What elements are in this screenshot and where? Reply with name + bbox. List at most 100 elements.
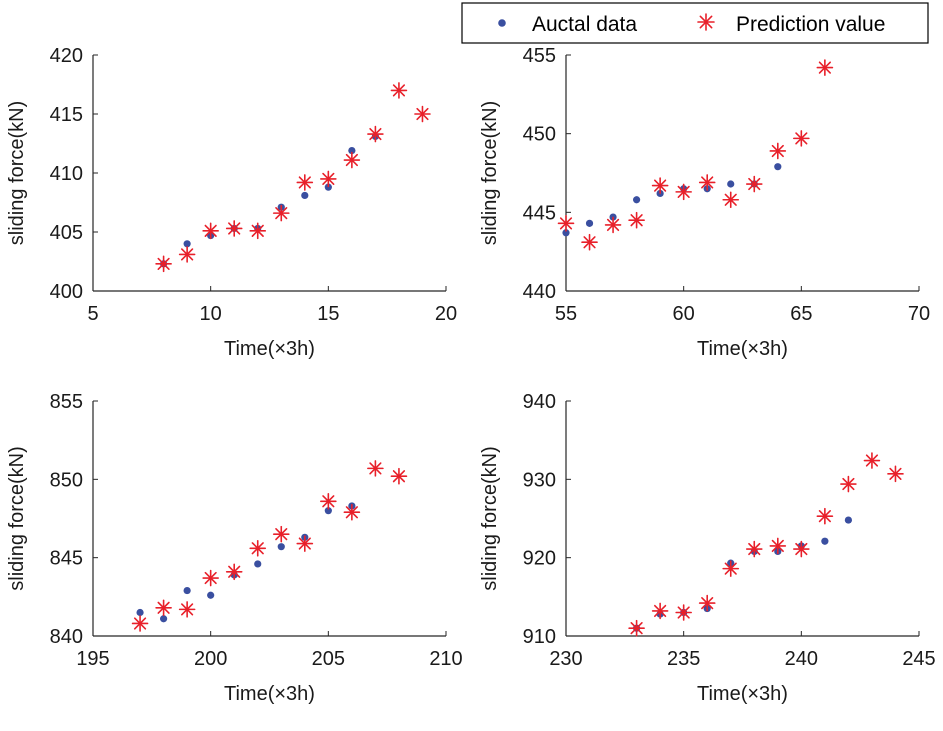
prediction-point [178,601,196,618]
prediction-point [887,465,904,483]
x-axis-label: Time(×3h) [224,338,315,360]
x-tick-label: 20 [435,303,457,325]
legend-asterisk-marker [697,13,715,31]
y-tick-label: 920 [523,548,556,570]
actual-data-point [301,191,309,200]
actual-data-point [136,608,144,617]
prediction-point [249,222,267,240]
prediction-point [769,142,787,160]
y-ticks: 440 445 450 455 [523,45,571,303]
x-tick-label: 205 [312,648,345,670]
x-axis-label: Time(×3h) [224,683,315,705]
prediction-point [697,13,715,31]
y-tick-label: 845 [50,548,83,570]
prediction-point [225,220,243,237]
x-tick-label: 65 [790,303,812,325]
subplot-bottom-left: 195 200 205 210 840 845 850 855 Time(×3h) slid… [6,391,463,705]
actual-data-point [774,163,782,171]
y-axis-label: sliding force(kN) [6,101,28,245]
prediction-point [769,537,787,555]
y-tick-label: 410 [50,163,83,185]
data-points [557,59,834,251]
y-axis-label: sliding force(kN) [479,446,501,590]
actual-data-point [277,543,285,551]
actual-data-point [844,516,853,524]
x-tick-label: 70 [908,303,930,325]
prediction-point [793,540,810,558]
y-tick-label: 440 [523,281,556,303]
prediction-point [651,177,669,194]
actual-data-point [183,586,191,595]
x-tick-label: 55 [555,303,577,325]
prediction-point [722,560,740,577]
x-ticks: 55 60 65 70 [555,286,930,325]
data-points [155,82,431,273]
y-tick-label: 450 [523,124,556,146]
x-axis-label: Time(×3h) [697,683,788,705]
prediction-point [651,602,669,620]
prediction-point [816,59,834,76]
prediction-point [272,204,290,222]
y-tick-label: 400 [50,281,83,303]
prediction-point [675,604,692,621]
x-tick-label: 240 [785,648,818,670]
actual-data-point [727,180,735,188]
x-ticks: 5 10 15 20 [87,286,457,325]
prediction-point [722,191,740,209]
prediction-point [225,563,243,581]
actual-data-point [821,537,829,545]
prediction-point [581,233,598,251]
prediction-point [296,174,314,191]
x-tick-label: 10 [200,303,222,325]
y-tick-label: 415 [50,104,83,126]
plot-area [92,401,446,637]
data-points [628,452,904,637]
y-ticks: 910 920 930 940 [523,391,571,648]
x-tick-label: 235 [667,648,700,670]
legend-label-actual: Auctal data [532,13,637,36]
y-tick-label: 405 [50,222,83,244]
legend: Auctal data Prediction value [461,2,929,44]
prediction-point [793,130,810,147]
y-ticks: 400 405 410 415 420 [50,45,98,303]
y-tick-label: 940 [523,391,556,413]
prediction-point [557,215,575,232]
legend-box [461,2,929,44]
prediction-point [604,216,622,234]
prediction-point [840,475,857,493]
plot-area [565,401,919,637]
x-tick-label: 245 [902,648,935,670]
x-tick-label: 195 [76,648,109,670]
data-points [131,460,408,632]
x-tick-label: 200 [194,648,227,670]
x-tick-label: 15 [317,303,339,325]
actual-data-point [348,146,356,155]
prediction-point [178,246,196,263]
y-tick-label: 930 [523,469,556,491]
prediction-point [155,599,172,617]
prediction-point [296,535,314,552]
prediction-point [698,174,716,191]
x-tick-label: 210 [429,648,462,670]
legend-label-prediction: Prediction value [736,13,885,36]
y-tick-label: 840 [50,626,83,648]
prediction-point [367,460,384,477]
actual-data-point [633,196,641,204]
actual-data-point [562,229,570,237]
y-tick-label: 910 [523,626,556,648]
actual-data-point [585,219,594,227]
actual-data-point [324,507,332,515]
prediction-point [628,619,645,637]
prediction-point [390,82,408,99]
subplot-top-right: 55 60 65 70 440 445 450 455 Time(×3h) sliding … [479,45,930,360]
prediction-point [155,255,172,273]
subplot-bottom-right: 230 235 240 245 910 920 930 940 Time(×3h) slid… [479,391,936,705]
x-axis-label: Time(×3h) [697,338,788,360]
prediction-point [745,540,763,558]
prediction-point [202,222,219,240]
y-ticks: 840 845 850 855 [50,391,98,648]
y-axis-label: sliding force(kN) [479,101,501,245]
prediction-point [816,507,834,525]
x-ticks: 230 235 240 245 [549,631,936,670]
y-tick-label: 445 [523,202,556,224]
